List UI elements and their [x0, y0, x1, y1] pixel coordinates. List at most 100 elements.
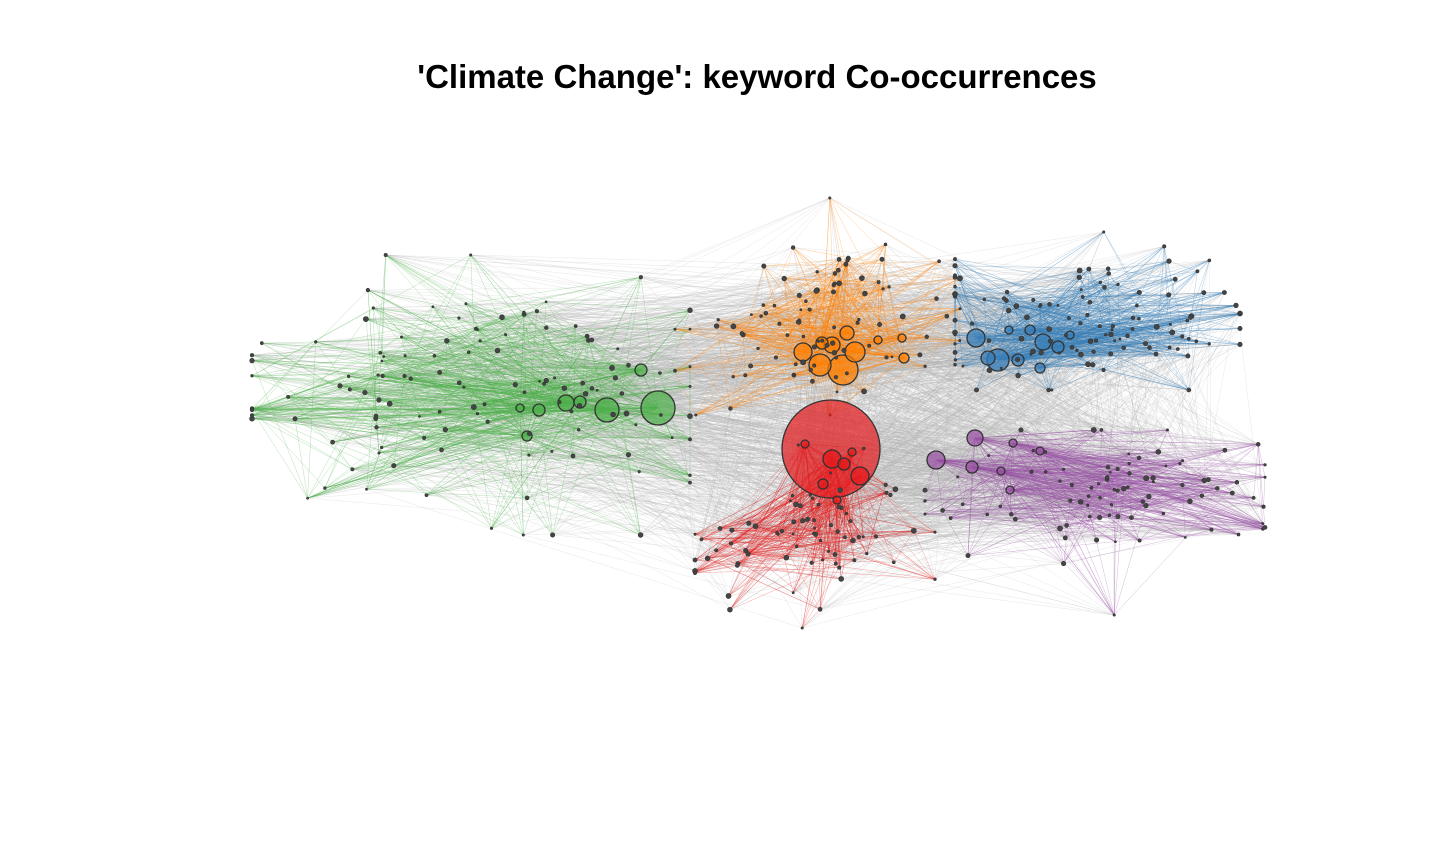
- purple-keyword-node: [1183, 536, 1187, 539]
- green-keyword-node: [625, 452, 632, 458]
- green-keyword-node: [386, 400, 393, 407]
- green-keyword-node: [553, 376, 557, 380]
- green-keyword-node: [522, 390, 527, 395]
- red-keyword-node: [808, 493, 812, 497]
- green-keyword-node: [550, 449, 554, 453]
- blue-keyword-node: [1093, 338, 1099, 343]
- green-keyword-node: [524, 495, 530, 501]
- green-keyword-node: [532, 403, 546, 417]
- green-keyword-node: [365, 287, 371, 293]
- green-keyword-node: [380, 445, 384, 450]
- purple-keyword-node: [1180, 459, 1185, 463]
- purple-keyword-node: [965, 553, 971, 559]
- purple-keyword-node: [1161, 511, 1166, 516]
- purple-keyword-node: [1104, 475, 1110, 480]
- orange-keyword-node: [713, 323, 720, 329]
- orange-keyword-node: [934, 296, 939, 301]
- green-keyword-node: [570, 453, 576, 459]
- red-keyword-node: [714, 548, 719, 553]
- red-keyword-node: [816, 502, 821, 507]
- orange-keyword-node: [728, 406, 733, 411]
- purple-keyword-node: [1137, 538, 1142, 543]
- blue-keyword-node: [1186, 336, 1191, 341]
- red-keyword-node: [883, 482, 888, 487]
- orange-keyword-node: [859, 275, 865, 281]
- green-keyword-node: [378, 350, 383, 355]
- red-keyword-node: [832, 552, 838, 557]
- blue-keyword-node: [1147, 345, 1152, 350]
- purple-keyword-node: [1064, 523, 1069, 528]
- green-keyword-node: [250, 406, 254, 410]
- green-keyword-node: [444, 338, 450, 344]
- blue-keyword-node: [953, 293, 957, 297]
- orange-keyword-node: [673, 368, 677, 373]
- red-keyword-node: [847, 447, 857, 457]
- green-keyword-node: [634, 363, 648, 377]
- orange-keyword-node: [843, 261, 849, 267]
- green-keyword-node: [589, 337, 595, 343]
- blue-keyword-node: [1130, 327, 1135, 331]
- green-keyword-node: [408, 376, 413, 381]
- green-keyword-node: [670, 436, 674, 440]
- green-keyword-node: [347, 387, 352, 392]
- purple-keyword-node: [1234, 480, 1240, 485]
- green-keyword-node: [467, 350, 471, 354]
- red-keyword-node: [891, 560, 896, 565]
- blue-keyword-node: [1029, 352, 1033, 356]
- purple-keyword-node: [1143, 475, 1150, 482]
- green-cluster-nodes: [249, 253, 693, 538]
- purple-keyword-node: [926, 450, 946, 470]
- blue-keyword-node: [1063, 333, 1068, 337]
- purple-keyword-node: [1127, 461, 1131, 466]
- red-keyword-node: [791, 591, 795, 595]
- green-keyword-node: [400, 335, 403, 339]
- red-keyword-node: [805, 516, 811, 522]
- blue-keyword-node: [1101, 368, 1106, 372]
- red-keyword-node: [793, 501, 799, 508]
- red-keyword-node: [800, 626, 804, 630]
- orange-keyword-node: [828, 196, 832, 200]
- purple-keyword-node: [1086, 503, 1090, 507]
- purple-keyword-node: [1043, 450, 1048, 454]
- orange-keyword-node: [873, 335, 883, 345]
- orange-keyword-node: [808, 353, 832, 377]
- green-keyword-node: [561, 385, 568, 391]
- blue-keyword-node: [1194, 339, 1199, 344]
- red-keyword-node: [933, 577, 937, 581]
- orange-keyword-node: [887, 285, 891, 289]
- red-keyword-node: [798, 503, 803, 509]
- red-keyword-node: [789, 499, 792, 503]
- green-keyword-node: [609, 365, 615, 371]
- purple-keyword-node: [1077, 499, 1084, 505]
- green-keyword-node: [623, 410, 630, 417]
- orange-keyword-node: [897, 333, 907, 343]
- blue-keyword-node: [1050, 388, 1054, 392]
- blue-keyword-node: [1086, 266, 1092, 272]
- red-keyword-node: [693, 532, 697, 536]
- green-keyword-node: [391, 463, 397, 469]
- orange-keyword-node: [924, 334, 929, 339]
- green-keyword-node: [250, 374, 254, 378]
- green-keyword-node: [457, 316, 461, 320]
- purple-keyword-node: [1127, 452, 1131, 456]
- blue-keyword-node: [952, 317, 958, 323]
- red-keyword-node: [812, 518, 816, 522]
- blue-keyword-node: [952, 263, 958, 269]
- red-keyword-node: [727, 606, 733, 613]
- blue-keyword-node: [1013, 303, 1020, 309]
- green-keyword-node: [580, 380, 586, 386]
- orange-keyword-node: [793, 342, 813, 362]
- blue-keyword-node: [953, 273, 957, 278]
- blue-keyword-node: [1076, 267, 1083, 274]
- purple-keyword-node: [1127, 471, 1132, 476]
- green-keyword-node: [250, 413, 254, 418]
- green-keyword-node: [422, 436, 427, 440]
- purple-keyword-node: [948, 516, 953, 520]
- purple-keyword-node: [1057, 525, 1063, 532]
- orange-keyword-node: [957, 275, 963, 282]
- blue-keyword-node: [1085, 312, 1090, 317]
- orange-keyword-node: [694, 413, 698, 417]
- blue-keyword-node: [953, 284, 957, 289]
- blue-keyword-node: [1067, 316, 1071, 320]
- green-keyword-node: [538, 379, 541, 383]
